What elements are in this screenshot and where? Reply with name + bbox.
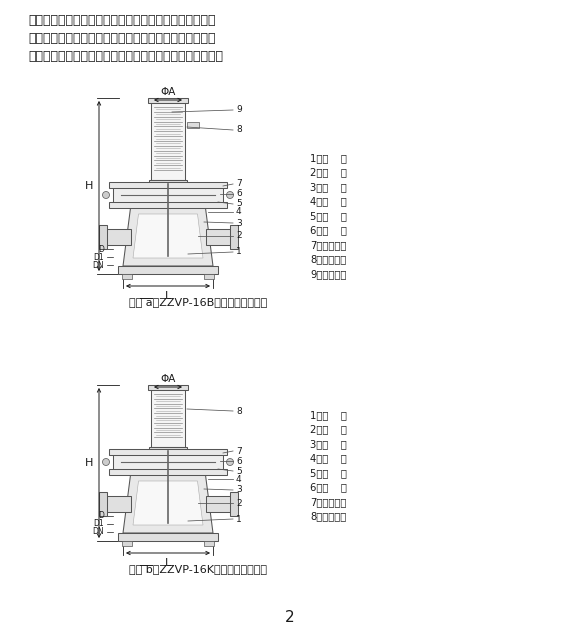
Bar bbox=[206, 229, 234, 245]
Text: 7: 7 bbox=[236, 179, 242, 189]
Bar bbox=[149, 447, 187, 451]
Bar bbox=[113, 184, 223, 206]
Bar bbox=[206, 496, 234, 512]
Text: D: D bbox=[98, 244, 104, 254]
Text: ΦA: ΦA bbox=[160, 87, 175, 97]
Bar bbox=[229, 225, 238, 249]
Text: 8、气源接头: 8、气源接头 bbox=[310, 254, 346, 264]
Bar bbox=[149, 180, 187, 184]
Text: 的反作用力，带动阀芚，使阀门开启度减小，直到阀前压: 的反作用力，带动阀芚，使阀门开启度减小，直到阀前压 bbox=[28, 32, 216, 45]
Text: 2、阀    坐: 2、阀 坐 bbox=[310, 425, 347, 435]
Text: L: L bbox=[165, 558, 171, 568]
Bar bbox=[229, 492, 238, 516]
Bar bbox=[122, 541, 132, 546]
Text: 4、阀    杆: 4、阀 杆 bbox=[310, 454, 347, 464]
Text: 7: 7 bbox=[236, 447, 242, 456]
Text: 3、阀    芚: 3、阀 芚 bbox=[310, 439, 347, 449]
Text: 5、膜    盖: 5、膜 盖 bbox=[310, 468, 347, 478]
Text: 6、膜    片: 6、膜 片 bbox=[310, 483, 347, 493]
Bar bbox=[99, 225, 106, 249]
Circle shape bbox=[227, 459, 234, 466]
Circle shape bbox=[102, 191, 109, 199]
Text: 8、调节螺母: 8、调节螺母 bbox=[310, 512, 346, 521]
Bar bbox=[148, 385, 188, 390]
Text: 图一 a、ZZVP-16B自力式微压调节阀: 图一 a、ZZVP-16B自力式微压调节阀 bbox=[129, 297, 267, 307]
Bar bbox=[151, 389, 185, 447]
Text: 9: 9 bbox=[236, 105, 242, 114]
Text: 4、阀    杆: 4、阀 杆 bbox=[310, 196, 347, 206]
Text: 5: 5 bbox=[236, 466, 242, 476]
Text: D1: D1 bbox=[94, 519, 104, 529]
Text: 8: 8 bbox=[236, 126, 242, 134]
Text: 5、膜    盖: 5、膜 盖 bbox=[310, 211, 347, 221]
Circle shape bbox=[227, 191, 234, 199]
Circle shape bbox=[102, 459, 109, 466]
Text: 7、压缩弹簧: 7、压缩弹簧 bbox=[310, 240, 346, 250]
Text: 理，如阀前压力降低，作用于膜片上的力减小，由于弹簧: 理，如阀前压力降低，作用于膜片上的力减小，由于弹簧 bbox=[28, 14, 216, 27]
Text: 3、阀    芚: 3、阀 芚 bbox=[310, 182, 347, 192]
Polygon shape bbox=[133, 481, 203, 525]
Bar bbox=[204, 541, 214, 546]
Text: D: D bbox=[98, 512, 104, 521]
Text: D1: D1 bbox=[94, 252, 104, 261]
Bar bbox=[204, 274, 214, 279]
Text: 6: 6 bbox=[236, 189, 242, 199]
Text: H: H bbox=[85, 458, 93, 468]
Text: 5: 5 bbox=[236, 199, 242, 208]
Bar bbox=[187, 122, 199, 128]
Bar bbox=[151, 102, 185, 180]
Bar bbox=[113, 451, 223, 473]
Text: 4: 4 bbox=[236, 208, 242, 216]
Text: 2: 2 bbox=[236, 498, 242, 507]
Text: 图一 b、ZZVP-16K自力式微压调节阀: 图一 b、ZZVP-16K自力式微压调节阀 bbox=[129, 564, 267, 574]
Text: 1、阀    体: 1、阀 体 bbox=[310, 153, 347, 163]
Text: 1、阀    体: 1、阀 体 bbox=[310, 410, 347, 420]
Text: 7、压缩弹簧: 7、压缩弹簧 bbox=[310, 497, 346, 507]
Text: 9、调节螺母: 9、调节螺母 bbox=[310, 269, 346, 279]
Text: 3: 3 bbox=[236, 218, 242, 228]
Text: DN: DN bbox=[92, 261, 104, 269]
Text: ΦA: ΦA bbox=[160, 374, 175, 384]
Text: 6: 6 bbox=[236, 456, 242, 466]
Bar bbox=[118, 266, 218, 274]
Text: 力上升到设定値为止。设定値也可通过弹簧的调节而达到。: 力上升到设定値为止。设定値也可通过弹簧的调节而达到。 bbox=[28, 50, 223, 63]
Text: DN: DN bbox=[92, 528, 104, 536]
Text: L: L bbox=[165, 291, 171, 301]
Polygon shape bbox=[123, 475, 213, 533]
Polygon shape bbox=[123, 208, 213, 266]
Text: H: H bbox=[85, 181, 93, 191]
Bar bbox=[109, 449, 227, 455]
Bar bbox=[102, 496, 131, 512]
Text: 4: 4 bbox=[236, 475, 242, 483]
Text: 1: 1 bbox=[236, 247, 242, 256]
Text: 8: 8 bbox=[236, 406, 242, 415]
Text: 6、膜    片: 6、膜 片 bbox=[310, 225, 347, 235]
Text: 2: 2 bbox=[236, 232, 242, 240]
Bar bbox=[109, 182, 227, 188]
Bar bbox=[118, 533, 218, 541]
Polygon shape bbox=[133, 214, 203, 258]
Bar bbox=[148, 98, 188, 103]
Text: 2、阀    坐: 2、阀 坐 bbox=[310, 167, 347, 177]
Text: 1: 1 bbox=[236, 514, 242, 524]
Text: 3: 3 bbox=[236, 485, 242, 495]
Text: 2: 2 bbox=[285, 611, 295, 625]
Bar bbox=[102, 229, 131, 245]
Bar bbox=[109, 202, 227, 208]
Bar bbox=[99, 492, 106, 516]
Bar bbox=[109, 469, 227, 475]
Bar bbox=[122, 274, 132, 279]
